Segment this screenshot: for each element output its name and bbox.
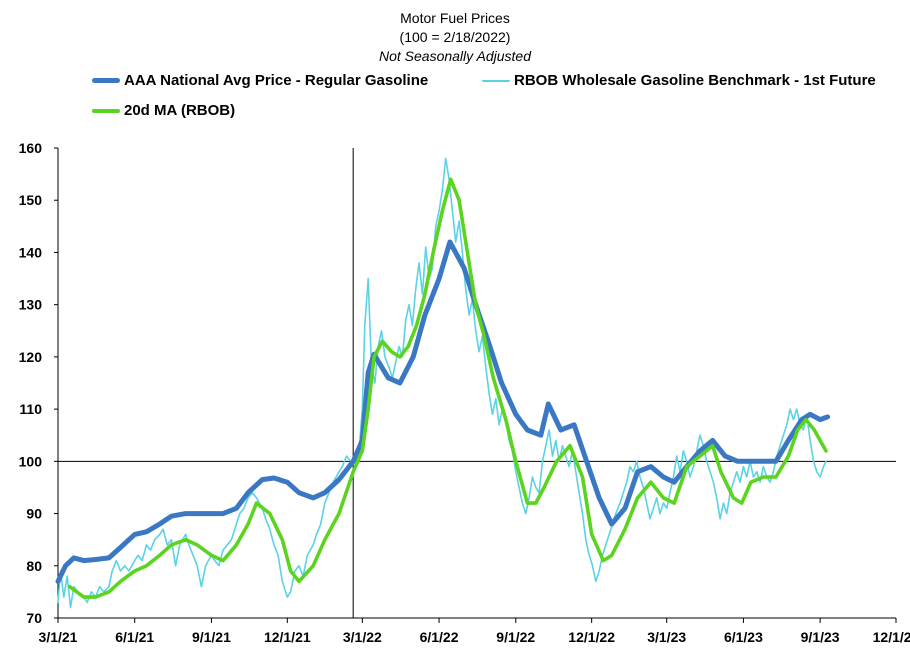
- series-line-rbob: [57, 157, 827, 609]
- x-tick-label: 3/1/21: [39, 629, 78, 645]
- y-tick-label: 80: [26, 558, 42, 574]
- legend-swatch-rbob: [482, 79, 510, 82]
- legend-swatch-ma: [92, 108, 120, 113]
- x-tick-label: 12/1/22: [568, 629, 615, 645]
- x-tick-label: 9/1/21: [192, 629, 231, 645]
- chart-note: Not Seasonally Adjusted: [378, 48, 532, 64]
- series-line-aaa: [55, 239, 831, 584]
- y-tick-label: 120: [19, 349, 43, 365]
- legend-item-ma: 20d MA (RBOB): [92, 102, 235, 119]
- y-tick-label: 160: [19, 140, 43, 156]
- x-tick-label: 9/1/23: [801, 629, 840, 645]
- x-tick-label: 9/1/22: [496, 629, 535, 645]
- legend-item-rbob: RBOB Wholesale Gasoline Benchmark - 1st …: [482, 72, 876, 89]
- x-tick-label: 3/1/22: [343, 629, 382, 645]
- x-tick-label: 12/1/23: [873, 629, 910, 645]
- legend-item-aaa: AAA National Avg Price - Regular Gasolin…: [92, 72, 428, 89]
- y-tick-label: 150: [19, 192, 43, 208]
- y-tick-label: 130: [19, 297, 43, 313]
- series-line-ma: [67, 177, 828, 599]
- legend-swatch-aaa: [92, 78, 120, 83]
- x-tick-label: 6/1/21: [115, 629, 154, 645]
- legend-label-ma: 20d MA (RBOB): [124, 102, 236, 119]
- x-tick-label: 6/1/23: [724, 629, 763, 645]
- chart-subtitle: (100 = 2/18/2022): [399, 29, 511, 45]
- x-tick-label: 6/1/22: [420, 629, 459, 645]
- legend-label-aaa: AAA National Avg Price - Regular Gasolin…: [124, 72, 429, 89]
- y-tick-label: 110: [19, 401, 42, 417]
- x-tick-label: 12/1/21: [264, 629, 311, 645]
- x-tick-label: 3/1/23: [647, 629, 686, 645]
- chart-title: Motor Fuel Prices: [400, 10, 510, 26]
- y-tick-label: 90: [26, 506, 42, 522]
- y-tick-label: 70: [26, 610, 42, 626]
- y-tick-label: 140: [19, 244, 43, 260]
- y-tick-label: 100: [19, 453, 43, 469]
- legend-label-rbob: RBOB Wholesale Gasoline Benchmark - 1st …: [514, 72, 876, 89]
